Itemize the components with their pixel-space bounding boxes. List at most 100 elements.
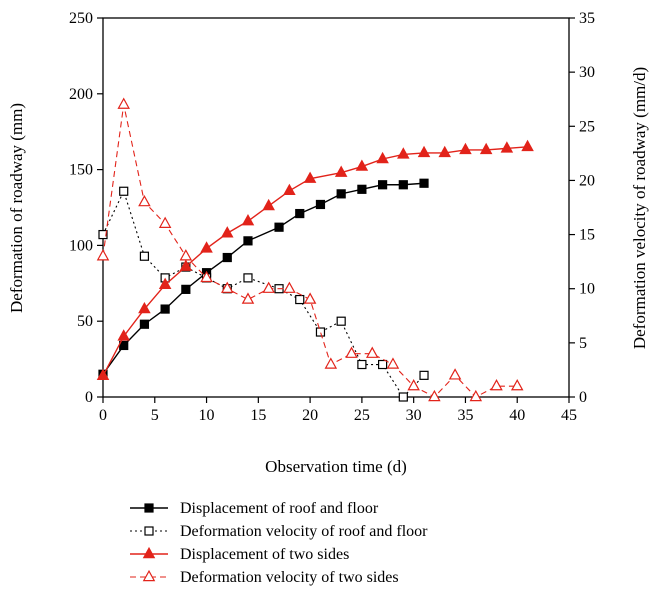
- series-3: [96, 139, 534, 380]
- y-left-tick-label: 150: [69, 162, 93, 179]
- legend-item: Deformation velocity of roof and floor: [130, 523, 428, 540]
- series-4-point: [490, 379, 503, 391]
- y-right-tick-label: 35: [579, 10, 595, 27]
- x-tick-label: 15: [250, 407, 266, 424]
- series-4-point: [469, 389, 483, 402]
- series-3-point: [303, 171, 317, 183]
- x-tick-label: 0: [99, 407, 107, 424]
- series-1-point: [398, 180, 408, 190]
- series-4-point: [365, 346, 379, 358]
- series-4-point: [220, 281, 234, 293]
- series-4-point: [179, 249, 193, 261]
- series-4-point: [283, 281, 296, 293]
- y-right-tick-label: 30: [579, 64, 595, 81]
- series-3-point: [179, 259, 193, 271]
- y-left-tick-label: 250: [69, 10, 93, 27]
- series-3-point: [117, 329, 130, 341]
- series-4-point: [345, 346, 358, 358]
- series-4-point: [241, 292, 255, 304]
- series-3-point: [200, 241, 213, 253]
- series-4-line: [102, 104, 518, 398]
- x-tick-label: 25: [354, 407, 370, 424]
- series-3-point: [334, 165, 348, 177]
- axis-ticks: 0 5 10 15 20 25 30 35 40 450501001502002500510152…: [69, 10, 595, 424]
- series-3-point: [158, 277, 172, 290]
- series-3-point: [96, 368, 110, 380]
- series-4-point: [303, 292, 317, 304]
- series-3-point: [355, 159, 369, 171]
- legend-item: Displacement of two sides: [130, 546, 349, 563]
- y-axis-left-title: Deformation of roadway (mm): [7, 103, 26, 313]
- series-2-point: [119, 186, 129, 196]
- series-3-point: [376, 151, 389, 164]
- series-2-point: [295, 294, 305, 305]
- series-3-point: [397, 147, 410, 159]
- y-left-tick-label: 200: [69, 86, 93, 103]
- legend-marker: [144, 503, 154, 513]
- series-1-point: [315, 199, 326, 210]
- series-4-point: [324, 357, 338, 369]
- series-3-point: [459, 142, 472, 155]
- series-2: [98, 186, 429, 402]
- legend-item: Deformation velocity of two sides: [130, 569, 399, 586]
- series-1-point: [336, 189, 346, 199]
- y-right-tick-label: 5: [579, 335, 587, 352]
- series-layer: [96, 97, 534, 402]
- series-2-point: [139, 251, 150, 261]
- y-left-tick-label: 0: [85, 389, 93, 406]
- x-tick-label: 45: [561, 407, 577, 424]
- series-1-point: [357, 184, 367, 194]
- x-tick-label: 20: [302, 407, 318, 424]
- series-1-point: [139, 319, 150, 329]
- series-4: [96, 97, 524, 402]
- y-axis-right-title: Deformation velocity of roadway (mm/d): [630, 67, 649, 349]
- series-2-point: [315, 327, 326, 337]
- y-right-tick-label: 25: [579, 118, 595, 135]
- series-2-point: [243, 273, 253, 283]
- series-1-point: [378, 180, 388, 190]
- series-2-point: [419, 370, 429, 380]
- series-2-point: [336, 316, 346, 326]
- legend: Displacement of roof and floor Deformatio…: [130, 500, 428, 586]
- series-4-point: [96, 249, 110, 261]
- series-4-point: [407, 379, 420, 391]
- series-3-point: [262, 198, 275, 211]
- series-3-point: [417, 145, 431, 158]
- x-tick-label: 5: [151, 407, 159, 424]
- series-3-point: [283, 183, 296, 196]
- series-4-point: [510, 379, 524, 391]
- y-left-tick-label: 50: [77, 313, 93, 330]
- legend-label: Displacement of two sides: [180, 546, 349, 563]
- x-axis-title: Observation time (d): [265, 457, 407, 476]
- y-left-tick-label: 100: [69, 237, 93, 254]
- series-4-point: [158, 216, 172, 228]
- y-right-tick-label: 0: [579, 389, 587, 406]
- series-3-point: [220, 226, 234, 238]
- series-4-point: [138, 194, 151, 207]
- y-right-tick-label: 20: [579, 172, 595, 189]
- plot-frame: [102, 17, 570, 398]
- plot-area-border: [102, 17, 570, 398]
- series-3-point: [521, 139, 534, 152]
- x-tick-label: 10: [199, 407, 215, 424]
- series-4-point: [117, 97, 130, 109]
- series-4-point: [448, 368, 462, 380]
- x-tick-label: 35: [457, 407, 473, 424]
- series-3-point: [438, 145, 452, 158]
- series-3-point: [479, 142, 493, 155]
- series-1-point: [419, 178, 429, 188]
- series-2-point: [357, 359, 367, 370]
- legend-marker: [144, 526, 154, 536]
- series-1: [98, 178, 429, 379]
- x-tick-label: 30: [406, 407, 422, 424]
- series-4-point: [386, 357, 400, 369]
- legend-marker: [142, 569, 156, 582]
- series-2-point: [398, 392, 408, 402]
- series-1-point: [243, 236, 253, 246]
- series-4-point: [200, 270, 213, 283]
- legend-label: Deformation velocity of two sides: [180, 569, 399, 586]
- series-1-line: [102, 182, 425, 375]
- legend-label: Displacement of roof and floor: [180, 500, 379, 517]
- series-3-point: [500, 141, 514, 153]
